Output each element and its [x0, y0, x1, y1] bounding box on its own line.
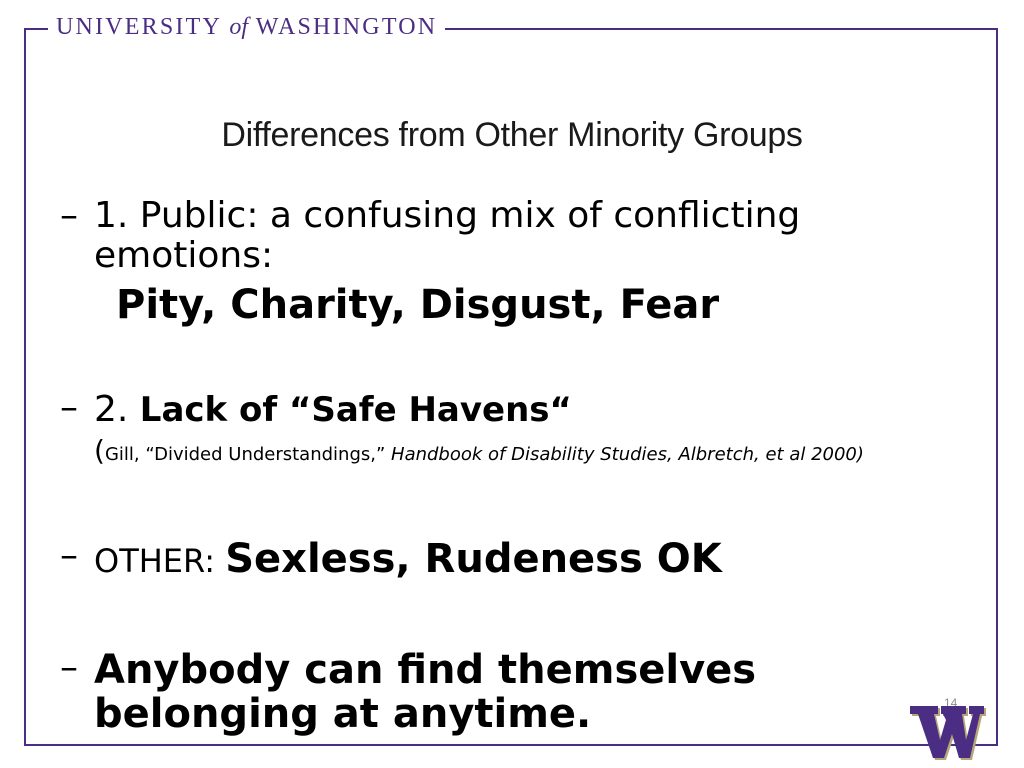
citation-text: Gill, “Divided Understandings,”: [104, 444, 392, 465]
wordmark-washington: WASHINGTON: [255, 14, 438, 40]
wordmark-university: UNIVERSITY: [56, 14, 222, 40]
university-wordmark: UNIVERSITY of WASHINGTON: [48, 10, 446, 44]
bullet-marker: –: [60, 387, 78, 428]
bullet-prefix: OTHER:: [94, 542, 226, 580]
wordmark-of: of: [229, 14, 248, 40]
bullet-other: – OTHER: Sexless, Rudeness OK: [60, 536, 722, 584]
bullet-marker: –: [60, 647, 78, 688]
emotions-list: Pity, Charity, Disgust, Fear: [116, 282, 720, 328]
citation-source: Handbook of Disability Studies, Albretch…: [391, 444, 864, 465]
slide-frame: [24, 28, 998, 746]
bullet-text: Anybody can find themselves belonging at…: [94, 647, 757, 737]
bullet-text: 2. Lack of “Safe Havens“: [94, 388, 572, 432]
citation-open: (: [94, 434, 105, 467]
slide-title: Differences from Other Minority Groups: [221, 116, 803, 154]
uw-w-logo-icon: [910, 706, 986, 760]
bullet-marker: –: [60, 195, 78, 236]
bullet-anybody: – Anybody can find themselves belonging …: [60, 647, 920, 737]
bullet-bold-text: Sexless, Rudeness OK: [225, 536, 722, 582]
w-logo-letter: [910, 706, 984, 758]
bullet-text: OTHER: Sexless, Rudeness OK: [94, 536, 722, 584]
bullet-text: 1. Public: a confusing mix of conflictin…: [94, 195, 801, 276]
bullet-bold-text: Lack of “Safe Havens“: [139, 390, 572, 430]
bullet-safe-havens: – 2. Lack of “Safe Havens“: [60, 388, 572, 432]
bullet-public-emotions: – 1. Public: a confusing mix of conflict…: [60, 196, 920, 276]
bullet-prefix: 2.: [94, 389, 140, 430]
bullet-marker: –: [60, 535, 78, 576]
citation: (Gill, “Divided Understandings,” Handboo…: [94, 436, 894, 470]
